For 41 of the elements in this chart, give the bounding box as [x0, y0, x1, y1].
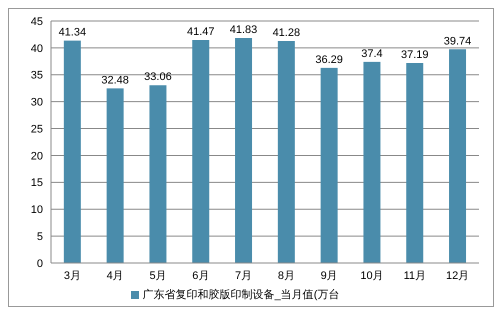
bar — [192, 40, 210, 263]
data-label: 37.19 — [400, 49, 429, 61]
bar — [278, 41, 295, 263]
x-tick-label: 7月 — [235, 270, 252, 282]
x-tick-label: 10月 — [360, 270, 384, 282]
y-tick-label: 15 — [30, 177, 43, 190]
data-label: 37.4 — [361, 48, 383, 60]
x-tick-label: 6月 — [192, 270, 210, 282]
y-tick-label: 35 — [30, 70, 43, 82]
x-tick-label: 5月 — [149, 270, 167, 282]
x-tick-label: 4月 — [106, 270, 124, 282]
bar — [449, 49, 466, 263]
data-label: 41.47 — [186, 26, 215, 38]
bar — [406, 63, 424, 263]
x-tick-label: 8月 — [278, 270, 295, 282]
legend-label: 广东省复印和胶版印制设备_当月值(万台 — [142, 289, 340, 301]
data-label: 41.28 — [272, 27, 300, 40]
bar — [363, 62, 380, 263]
y-tick-label: 0 — [36, 258, 43, 270]
data-label: 32.48 — [101, 74, 129, 86]
y-tick-label: 20 — [30, 150, 43, 162]
y-tick-label: 45 — [30, 16, 43, 28]
data-label: 41.34 — [58, 26, 86, 39]
bar — [149, 85, 166, 263]
bar — [64, 40, 81, 263]
data-label: 36.29 — [315, 54, 343, 66]
x-tick-label: 3月 — [64, 270, 81, 282]
y-tick-label: 30 — [30, 96, 43, 109]
y-tick-label: 40 — [30, 42, 43, 55]
bar — [106, 88, 124, 263]
y-tick-label: 25 — [30, 123, 43, 136]
data-label: 41.83 — [230, 24, 258, 36]
data-label: 33.06 — [144, 71, 172, 84]
x-tick-label: 9月 — [320, 270, 338, 282]
bar — [235, 38, 252, 263]
x-tick-label: 11月 — [404, 270, 426, 282]
y-tick-label: 10 — [30, 204, 43, 216]
bar — [320, 68, 338, 263]
x-tick-label: 12月 — [446, 270, 470, 282]
y-tick-label: 5 — [36, 231, 43, 244]
data-label: 39.74 — [444, 35, 472, 48]
